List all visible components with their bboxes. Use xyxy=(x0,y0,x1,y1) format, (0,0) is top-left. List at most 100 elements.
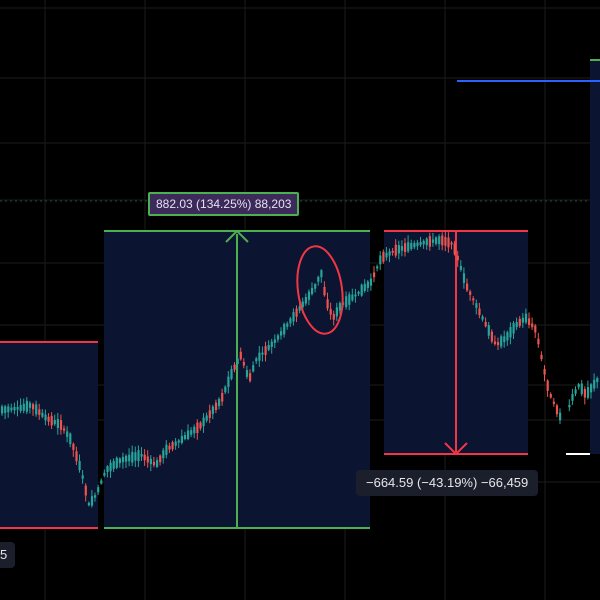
candle-body xyxy=(447,237,450,248)
candle xyxy=(94,492,97,502)
candle-body xyxy=(369,278,373,286)
candle xyxy=(50,412,53,430)
candle xyxy=(559,408,562,425)
candle-body xyxy=(236,358,239,364)
candle xyxy=(118,457,121,468)
measure-range-gain[interactable] xyxy=(104,229,370,529)
candle-body xyxy=(388,251,391,256)
candle-body xyxy=(391,250,394,253)
candle-body xyxy=(546,380,549,391)
candle-body xyxy=(385,252,388,258)
candle xyxy=(63,425,66,434)
candle xyxy=(146,450,149,468)
candle-body xyxy=(295,308,298,317)
candle xyxy=(546,379,549,397)
candle-body xyxy=(35,404,38,415)
candle-body xyxy=(360,284,363,296)
candle xyxy=(273,334,276,349)
candle xyxy=(435,236,438,246)
candle-body xyxy=(555,405,559,415)
candle-body xyxy=(469,291,472,295)
candle-body xyxy=(428,236,431,247)
candle xyxy=(459,260,462,272)
candle-body xyxy=(484,321,487,327)
candle xyxy=(577,382,580,390)
candle-body xyxy=(549,394,552,398)
candle xyxy=(44,409,47,426)
candle-body xyxy=(379,255,382,265)
candle xyxy=(47,413,50,426)
candle xyxy=(103,469,106,478)
candle xyxy=(121,452,125,469)
candle-body xyxy=(503,336,506,343)
candle xyxy=(233,362,236,373)
candle-body xyxy=(404,243,407,252)
candle xyxy=(245,365,249,380)
candle xyxy=(66,426,69,443)
candle xyxy=(385,247,388,261)
left-measure-label: 5 xyxy=(0,542,16,568)
candle xyxy=(270,338,273,354)
candle xyxy=(78,454,81,473)
candle-body xyxy=(444,237,447,246)
candle-body xyxy=(490,331,493,342)
candle xyxy=(521,313,524,328)
candle xyxy=(261,346,264,362)
candle-body xyxy=(121,456,125,463)
candle-body xyxy=(431,239,435,243)
candle xyxy=(416,239,419,250)
candle-body xyxy=(335,307,338,317)
candle-body xyxy=(10,407,13,411)
candle xyxy=(162,447,165,464)
candle xyxy=(292,308,295,326)
candle xyxy=(280,327,283,340)
candle-body xyxy=(56,419,59,428)
candle-body xyxy=(218,398,221,407)
candle-body xyxy=(7,406,10,413)
candle-body xyxy=(112,461,115,469)
candle-body xyxy=(118,458,121,464)
candle-body xyxy=(63,428,66,431)
candle xyxy=(106,465,109,478)
measure-range-right[interactable] xyxy=(566,59,600,455)
measure-range-loss[interactable] xyxy=(384,230,528,456)
candle-body xyxy=(304,297,307,304)
measure-range-left[interactable] xyxy=(0,341,98,529)
candle-body xyxy=(283,323,286,335)
circle-annotation[interactable] xyxy=(292,243,348,336)
candle-body xyxy=(69,433,72,445)
candle-body xyxy=(574,389,577,394)
candle xyxy=(462,267,466,289)
candle-body xyxy=(559,412,562,421)
candle-body xyxy=(441,235,444,246)
candle xyxy=(490,329,493,344)
candle-body xyxy=(252,365,255,372)
candle xyxy=(515,317,518,331)
candle-body xyxy=(531,323,534,328)
candle-body xyxy=(326,299,329,309)
candle-body xyxy=(435,237,438,244)
candle xyxy=(500,334,503,349)
candle-body xyxy=(100,480,103,484)
candle xyxy=(338,301,342,315)
candle-body xyxy=(264,346,267,355)
candle xyxy=(574,386,577,397)
candle-body xyxy=(97,487,100,493)
candle xyxy=(205,412,208,423)
candle-body xyxy=(397,245,400,254)
candle xyxy=(509,322,512,345)
candle-body xyxy=(159,455,162,463)
candle-body xyxy=(416,242,419,247)
candle xyxy=(152,456,156,468)
candle-body xyxy=(580,383,583,395)
candle xyxy=(183,431,187,441)
candle-body xyxy=(59,420,63,430)
candle-body xyxy=(462,273,466,283)
candle xyxy=(75,446,78,465)
candle-body xyxy=(273,339,276,343)
candle xyxy=(552,397,555,407)
candle xyxy=(109,459,112,478)
candle-body xyxy=(472,298,475,301)
